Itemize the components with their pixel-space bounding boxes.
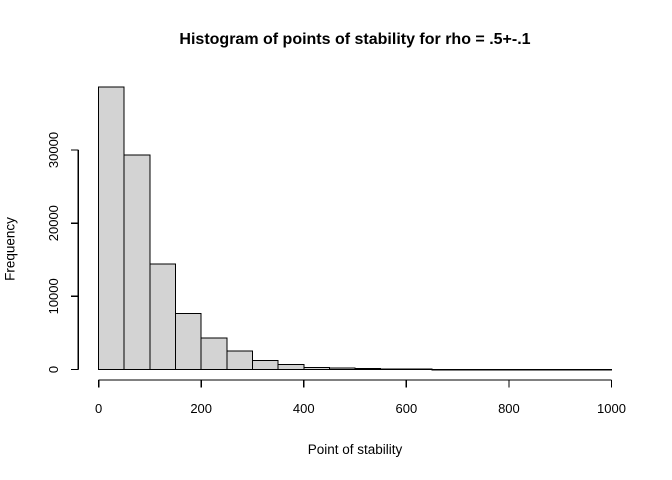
- histogram-bar: [380, 368, 407, 370]
- x-tick-label: 400: [293, 401, 315, 416]
- y-tick-label: 20000: [46, 205, 61, 241]
- y-tick-label: 0: [46, 366, 61, 373]
- histogram-bar: [226, 350, 253, 370]
- x-tick-label: 600: [395, 401, 417, 416]
- histogram-bar: [328, 367, 356, 370]
- y-tick-label: 10000: [46, 278, 61, 314]
- histogram-bar: [175, 313, 202, 370]
- histogram-bar: [277, 364, 305, 370]
- histogram-bar: [123, 154, 151, 370]
- x-tick-label: 800: [498, 401, 520, 416]
- histogram-bar: [98, 86, 125, 371]
- histogram-bar: [200, 337, 228, 371]
- histogram-bar: [585, 368, 612, 371]
- histogram-bar: [534, 368, 561, 371]
- x-tick-label: 1000: [597, 401, 626, 416]
- x-tick-label: 0: [95, 401, 102, 416]
- histogram-bar: [559, 368, 587, 371]
- histogram-bar: [354, 368, 382, 371]
- histogram-bar: [405, 368, 433, 371]
- x-tick-label: 200: [190, 401, 212, 416]
- histogram-bar: [251, 359, 279, 371]
- histogram-bar: [431, 368, 459, 371]
- histogram-bar: [303, 366, 330, 370]
- histogram-bar: [482, 368, 510, 371]
- chart-title: Histogram of points of stability for rho…: [179, 31, 531, 48]
- histogram-bar: [508, 368, 536, 371]
- histogram-bar: [457, 368, 484, 371]
- histogram-bar: [149, 263, 177, 371]
- y-tick-label: 30000: [46, 132, 61, 168]
- x-axis-label: Point of stability: [307, 442, 403, 457]
